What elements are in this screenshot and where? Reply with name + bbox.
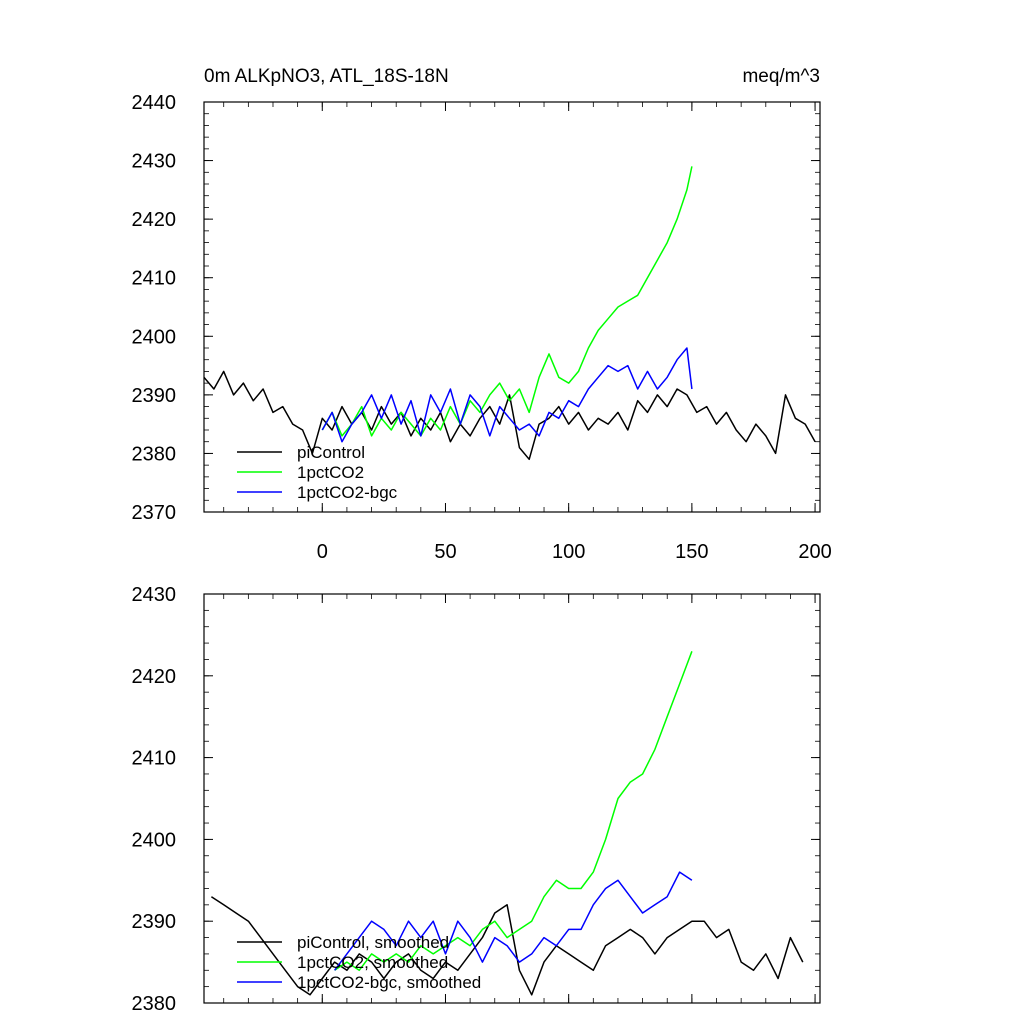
legend-label: piControl, smoothed [297,933,449,952]
y-tick-label: 2390 [132,385,177,407]
plot-frame [203,101,821,513]
legend-label: 1pctCO2 [297,463,364,482]
x-tick-label: 150 [675,541,708,563]
chart-title: 0m ALKpNO3, ATL_18S-18N [204,66,449,87]
plot-frame [203,593,821,1004]
bottom-panel: 2380 2390 2400 2410 2420 2430 piControl, smoot… [132,584,821,1015]
y-tick-label: 2380 [132,443,177,465]
legend-label: piControl [297,443,365,462]
series-line-picontrol-smoothed [210,896,804,996]
y-tick-label: 2430 [132,584,177,606]
y-tick-label: 2410 [132,748,177,770]
series-line-1pctco2-bgc-smoothed [334,871,693,971]
y-tick-label: 2420 [132,666,177,688]
x-tick-label: 50 [434,541,456,563]
legend-label: 1pctCO2, smoothed [297,953,448,972]
y-tick-label: 2430 [132,151,177,173]
y-tick-label: 2390 [132,911,177,933]
y-tick-label: 2440 [132,92,177,114]
y-tick-label: 2370 [132,502,177,524]
y-tick-label: 2400 [132,829,177,851]
series-line-picontrol [203,370,816,461]
series-line-1pctco2-smoothed [334,651,693,972]
series-line-1pctco2 [321,166,693,437]
series-line-1pctco2-bgc [321,347,693,443]
x-tick-label: 200 [798,541,831,563]
x-tick-label: 0 [317,541,328,563]
y-tick-label: 2420 [132,209,177,231]
legend-label: 1pctCO2-bgc, smoothed [297,973,481,992]
chart-units: meq/m^3 [742,66,820,87]
y-tick-label: 2410 [132,268,177,290]
legend-label: 1pctCO2-bgc [297,483,398,502]
x-tick-label: 100 [552,541,585,563]
y-tick-label: 2400 [132,326,177,348]
top-panel: 2370 2380 2390 2400 2410 2420 2430 2440 0 50 100 15… [132,92,832,563]
y-tick-label: 2380 [132,993,177,1015]
